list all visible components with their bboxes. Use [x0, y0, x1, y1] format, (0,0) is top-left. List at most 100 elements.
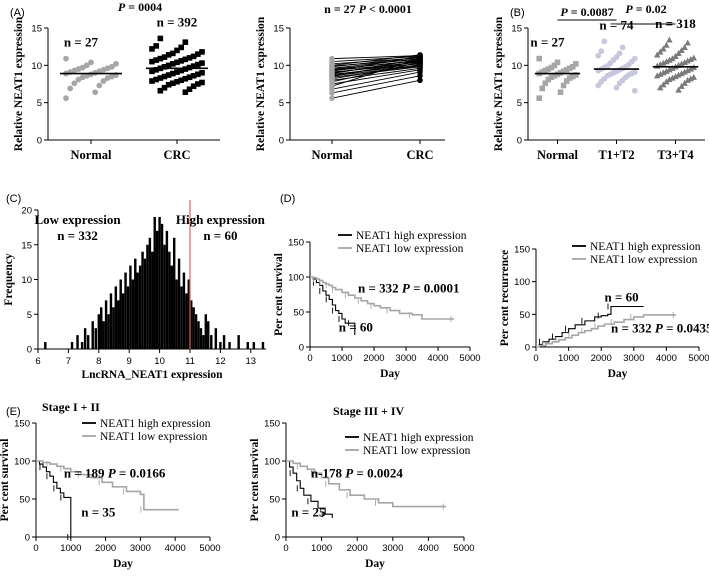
annotation: Low expression [34, 212, 121, 227]
data-point [598, 48, 605, 55]
data-point [681, 79, 688, 86]
data-point [149, 78, 155, 84]
x-tick-label: 8 [96, 356, 101, 367]
data-point [182, 56, 189, 63]
histogram-bar [134, 258, 137, 349]
x-tick-label: 9 [127, 356, 132, 367]
data-point [63, 55, 69, 62]
x-axis-label: Day [608, 368, 628, 380]
data-point [672, 52, 679, 59]
histogram-bar [83, 328, 87, 349]
data-point [195, 71, 201, 78]
km-curve [36, 460, 179, 511]
histogram-bar [199, 328, 203, 349]
y-tick-label: 15 [21, 240, 32, 251]
data-point [545, 76, 552, 83]
histogram-bar [180, 286, 183, 349]
data-point [548, 74, 555, 81]
x-tick-label: 5000 [199, 543, 220, 554]
data-point [551, 72, 558, 79]
data-point [170, 80, 176, 87]
data-point [199, 79, 205, 86]
y-tick-label: 0 [37, 136, 42, 147]
data-point [157, 87, 164, 94]
y-tick-label: 15 [273, 24, 284, 35]
data-point [71, 80, 78, 87]
histogram-bar [175, 279, 178, 349]
y-tick-label: 50 [293, 308, 304, 319]
data-point [536, 55, 543, 62]
y-tick-label: 20 [21, 206, 32, 217]
data-point [165, 62, 172, 69]
data-point [566, 65, 573, 72]
y-tick-label: 10 [273, 61, 284, 72]
x-tick-label: 1000 [60, 543, 81, 554]
data-point [113, 60, 119, 67]
y-axis-label: Relative NEAT1 expression [493, 16, 505, 151]
histogram-bar [190, 300, 193, 349]
histogram-bar [165, 230, 169, 349]
histogram-bar [163, 244, 166, 349]
data-point [186, 55, 193, 61]
data-point [666, 36, 673, 43]
histogram-bar [194, 314, 198, 349]
category-label: CRC [406, 148, 433, 162]
data-point [660, 45, 667, 52]
panel-A1: 0 5 10 15 Normal n = 27 CRC n = 392 Relative NEA… [10, 0, 220, 162]
data-point [174, 78, 180, 85]
data-point [153, 43, 159, 49]
histogram-bar [129, 265, 132, 349]
y-tick-label: 100 [264, 457, 280, 468]
data-point [199, 49, 205, 55]
histogram-bar [185, 293, 188, 349]
panel-E2: 0 50 100 150 0 1000 2000 3000 4000 5000 NEAT1 high… [249, 404, 475, 570]
km-curve [310, 276, 356, 336]
data-point [666, 76, 673, 83]
histogram-bar [210, 335, 213, 349]
y-tick-label: 0 [25, 533, 30, 544]
histogram-bar [109, 293, 113, 349]
y-axis-label: Per cent survival [273, 253, 285, 336]
x-tick-label: 1000 [331, 353, 352, 364]
pair-line [331, 55, 421, 60]
histogram-bar [148, 237, 152, 349]
y-tick-label: 50 [519, 310, 530, 321]
x-tick-label: 0 [283, 543, 288, 554]
panel-D2: 0 50 100 150 0 1000 2000 3000 4000 5000 NEAT1 high… [499, 241, 709, 380]
data-point [174, 47, 180, 54]
x-tick-label: 13 [246, 356, 257, 367]
data-point [165, 52, 172, 58]
y-tick-label: 0 [299, 343, 304, 354]
histogram-bar [170, 265, 173, 349]
count-label: n = 27 [530, 35, 565, 50]
data-point [153, 76, 159, 83]
data-point [613, 84, 620, 91]
data-point [557, 89, 564, 96]
data-point [329, 90, 335, 96]
histogram-bar [86, 335, 90, 349]
annotation: n = 332 P = 0.0001 [358, 280, 460, 295]
y-tick-label: 150 [14, 419, 30, 430]
legend-label: NEAT1 low expression [363, 445, 471, 457]
annotation: n = 60 [604, 289, 638, 304]
histogram-bar [177, 258, 181, 349]
histogram-bar [214, 328, 218, 349]
data-point [92, 89, 99, 96]
histogram-bar [160, 223, 164, 349]
km-curve [310, 276, 454, 320]
x-tick-label: 1000 [558, 353, 579, 364]
histogram-bar [219, 342, 222, 349]
data-point [170, 61, 176, 67]
y-tick-label: 5 [279, 98, 284, 109]
y-tick-label: 100 [514, 277, 530, 288]
histogram-bar [104, 300, 108, 349]
data-point [563, 67, 570, 73]
annotation: n = 35 [81, 504, 116, 519]
histogram-bar [261, 342, 265, 349]
count-label: n = 318 [655, 16, 696, 31]
x-tick-label: 12 [215, 356, 226, 367]
data-point [170, 70, 176, 77]
x-tick-label: 5000 [688, 353, 709, 364]
